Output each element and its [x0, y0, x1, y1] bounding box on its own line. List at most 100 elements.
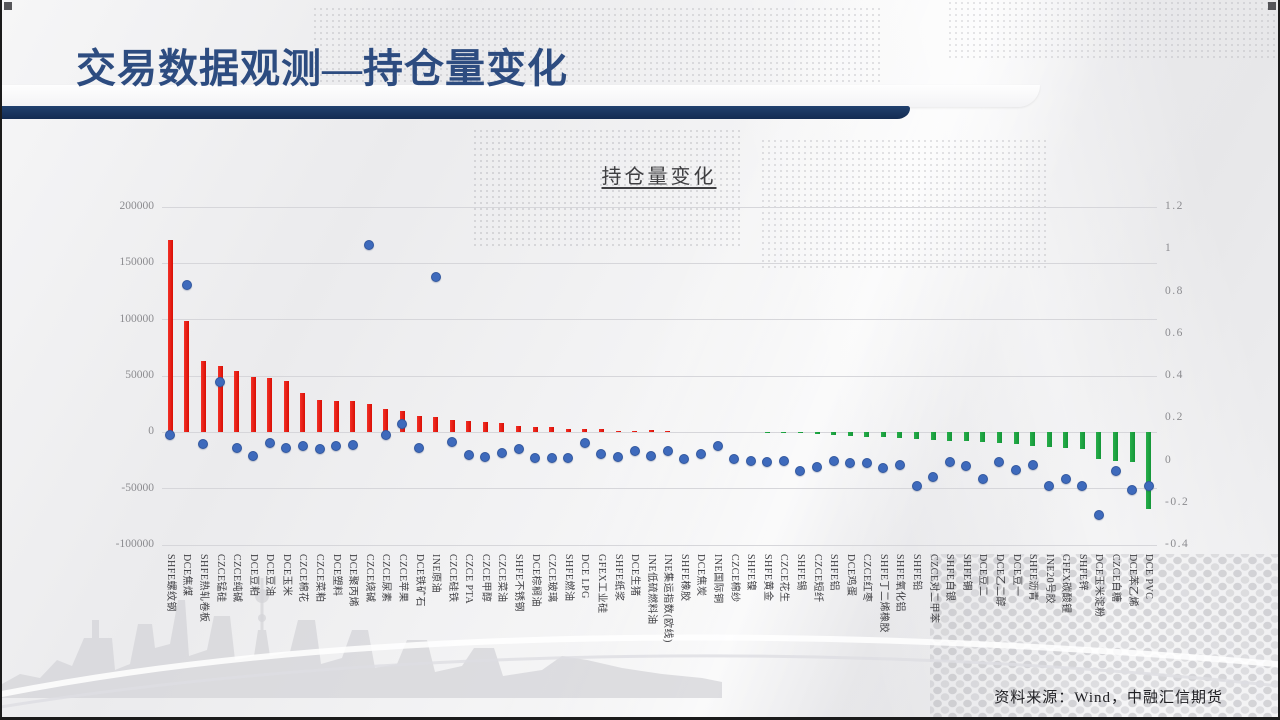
- x-axis-label: SHFE氧化铝: [894, 554, 906, 612]
- gridline: [162, 262, 1157, 264]
- x-axis-label: GFEX碳酸锂: [1060, 554, 1072, 614]
- x-axis-label: SHFE铅: [911, 554, 923, 591]
- oi-change-bar: [814, 432, 820, 435]
- change-rate-dot: [944, 456, 955, 467]
- left-axis-tick: 100000: [119, 312, 155, 325]
- change-rate-dot: [977, 473, 988, 484]
- x-axis-label: SHFE螺纹钢: [164, 554, 176, 612]
- oi-change-bar: [449, 420, 455, 433]
- x-axis-label: SHFE铝: [828, 554, 840, 591]
- oi-change-bar: [598, 429, 604, 433]
- change-rate-dot: [894, 459, 905, 470]
- x-axis-label: CZCE花生: [778, 554, 790, 603]
- oi-change-bar: [383, 409, 389, 433]
- oi-change-bar: [516, 425, 522, 433]
- change-rate-dot: [546, 453, 557, 464]
- change-rate-dot: [347, 439, 358, 450]
- gridline: [162, 375, 1157, 377]
- oi-change-bar: [963, 432, 969, 442]
- oi-change-bar: [532, 426, 538, 433]
- x-axis-label: DCE PVC: [1143, 554, 1155, 600]
- x-axis-label: CZCE棉花: [297, 554, 309, 603]
- change-rate-dot: [712, 440, 723, 451]
- right-axis-tick: 0.4: [1165, 369, 1184, 381]
- change-rate-dot: [1027, 459, 1038, 470]
- x-axis-label: SHFE燃油: [562, 554, 574, 602]
- left-axis-tick: 50000: [125, 369, 154, 381]
- right-axis-tick: -0.2: [1165, 495, 1190, 508]
- oi-change-bar: [250, 376, 256, 433]
- x-axis-label: GFEX工业硅: [595, 554, 607, 614]
- x-axis-label: INE集运指数(欧线): [662, 554, 674, 643]
- title-divider-bar: [2, 106, 910, 119]
- x-axis-label: INE20号胶: [1043, 554, 1055, 605]
- oi-change-bar: [632, 431, 638, 433]
- change-rate-dot: [331, 440, 342, 451]
- x-axis-label: CZCE棉纱: [728, 554, 740, 603]
- x-axis-label: DCE生猪: [629, 554, 641, 597]
- x-axis-label: DCE焦煤: [181, 554, 193, 597]
- x-axis-label: SHFE白银: [944, 554, 956, 602]
- change-rate-dot: [845, 458, 856, 469]
- oi-change-bar: [283, 381, 289, 433]
- change-rate-dot: [231, 442, 242, 453]
- x-axis-label: SHFE沥青: [1027, 554, 1039, 602]
- change-rate-dot: [1127, 485, 1138, 496]
- oi-change-bar: [897, 432, 903, 438]
- gridline: [162, 319, 1157, 321]
- oi-change-bar: [549, 427, 555, 433]
- change-rate-dot: [994, 456, 1005, 467]
- oi-change-bar: [184, 320, 190, 433]
- x-axis-label: CZCE PTA: [463, 554, 475, 605]
- chart-title: 持仓量变化: [601, 166, 717, 188]
- oi-change-bar: [864, 432, 870, 437]
- change-rate-dot: [480, 452, 491, 463]
- x-axis-label: SHFE丁二烯橡胶: [877, 554, 889, 633]
- oi-change-bar: [1079, 432, 1085, 450]
- change-rate-dot: [778, 455, 789, 466]
- right-axis-tick: 0.2: [1165, 411, 1184, 424]
- change-rate-dot: [496, 447, 507, 458]
- change-rate-dot: [729, 453, 740, 464]
- x-axis-label: CZCE锰硅: [214, 554, 226, 603]
- change-rate-dot: [281, 442, 292, 453]
- oi-change-bar: [1046, 432, 1052, 447]
- change-rate-dot: [530, 452, 541, 463]
- change-rate-dot: [1044, 480, 1055, 491]
- x-axis-label: DCE LPG: [579, 554, 591, 599]
- change-rate-dot: [1093, 510, 1104, 521]
- change-rate-dot: [745, 455, 756, 466]
- change-rate-dot: [414, 443, 425, 454]
- x-axis-label: SHFE不锈钢: [513, 554, 525, 612]
- oi-change-bar: [416, 415, 422, 433]
- change-rate-dot: [961, 461, 972, 472]
- change-rate-dot: [248, 451, 259, 462]
- x-axis-label: SHFE锡: [794, 554, 806, 591]
- right-axis-tick: 0: [1165, 453, 1173, 466]
- x-axis-label: DCE玉米: [280, 554, 292, 597]
- x-axis-label: CZCE菜油: [496, 554, 508, 603]
- page-title: 交易数据观测—持仓量变化: [76, 46, 568, 91]
- oi-change-bar: [615, 430, 621, 433]
- x-axis-label: CZCE白糖: [1110, 554, 1122, 603]
- x-axis-label: DCE乙二醇: [993, 554, 1005, 607]
- change-rate-dot: [563, 452, 574, 463]
- right-axis-tick: -0.4: [1165, 538, 1190, 550]
- x-axis-label: CZCE尿素: [380, 554, 392, 603]
- oi-change-bar: [930, 432, 936, 440]
- change-rate-dot: [1110, 466, 1121, 477]
- x-axis-label: CZCE硅铁: [446, 554, 458, 603]
- oi-change-bar: [167, 239, 173, 433]
- oi-change-bar: [333, 401, 339, 433]
- oi-change-bar: [831, 432, 837, 436]
- oi-change-bar: [1030, 432, 1036, 446]
- gridline: [162, 544, 1157, 546]
- oi-change-bar: [1063, 432, 1069, 449]
- oi-change-bar: [217, 365, 223, 433]
- oi-change-bar: [499, 423, 505, 433]
- x-axis-label: CZCE菜粕: [314, 554, 326, 603]
- oi-change-bar: [466, 421, 472, 433]
- change-rate-dot: [795, 466, 806, 477]
- change-rate-dot: [878, 462, 889, 473]
- change-rate-dot: [181, 280, 192, 291]
